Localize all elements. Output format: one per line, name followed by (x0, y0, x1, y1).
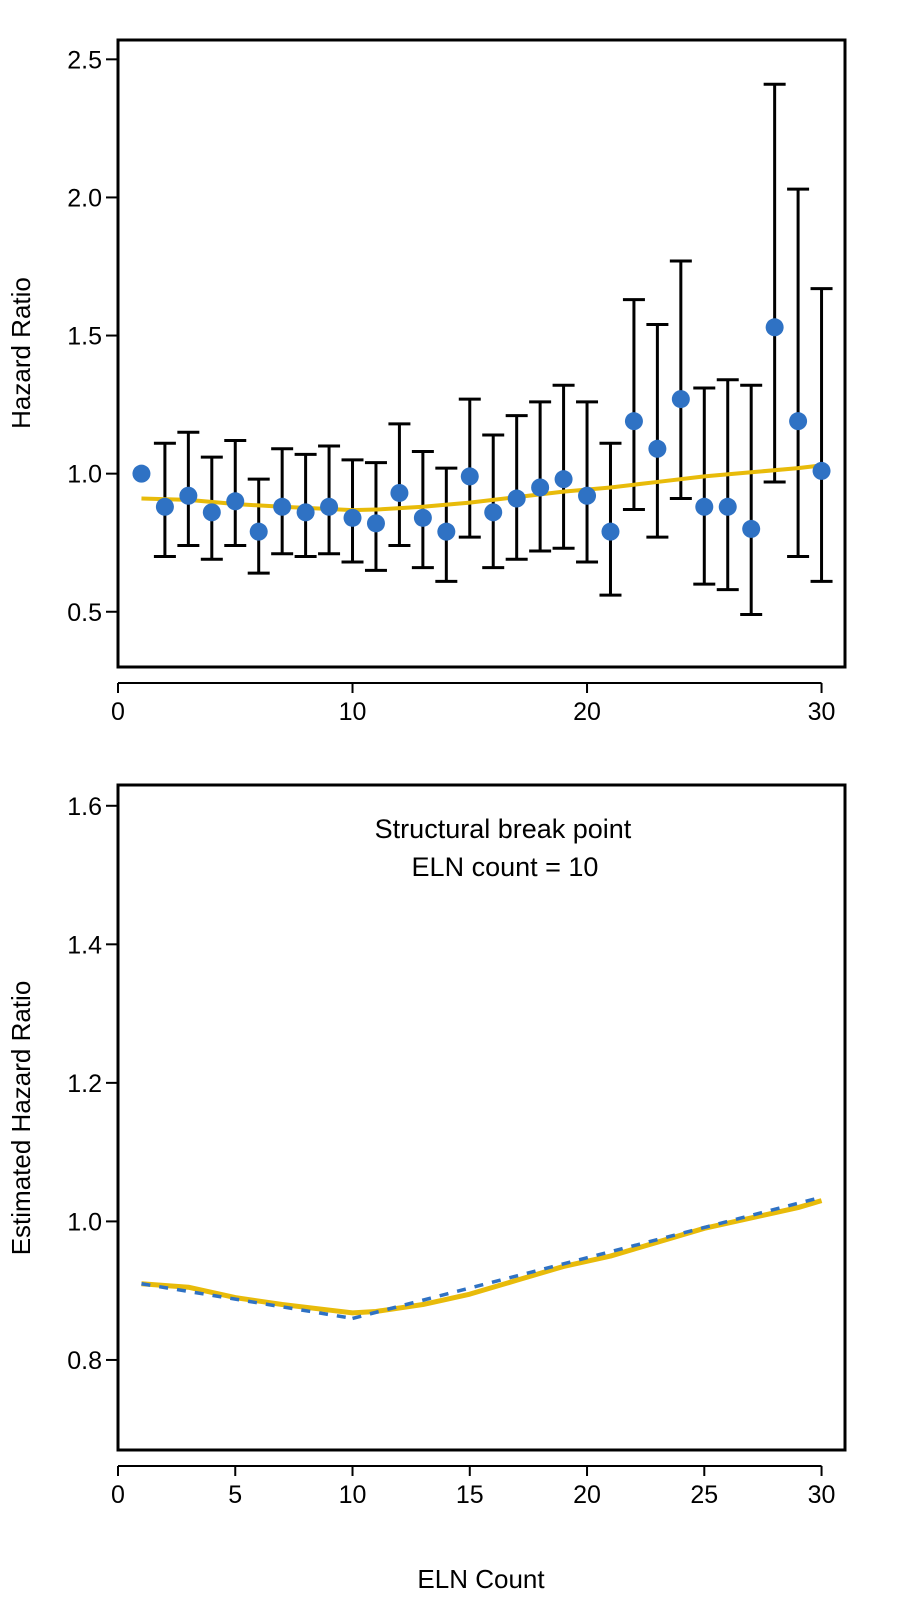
y-axis-title: Estimated Hazard Ratio (6, 981, 36, 1256)
data-point (789, 412, 808, 431)
smooth-line (141, 1198, 823, 1316)
error-bar (669, 259, 692, 501)
error-bar (505, 414, 528, 561)
x-tick-label: 0 (111, 698, 125, 726)
smooth-line-path (141, 1198, 823, 1316)
estimated-hazard-ratio-panel: 0.8 1.0 1.2 1.4 1.6 0 5 10 15 20 25 30 Estimated H… (6, 783, 847, 1594)
x-tick-label: 20 (573, 1481, 601, 1509)
data-point (695, 497, 714, 516)
x-tick-label: 10 (339, 1481, 367, 1509)
data-point (179, 486, 198, 505)
breakpoint-fit-line (141, 1195, 822, 1321)
data-point (390, 483, 409, 502)
data-point (671, 390, 690, 409)
data-point (484, 503, 503, 522)
data-point (413, 508, 432, 527)
y-axis: 0.5 1.0 1.5 2.0 2.5 (67, 46, 118, 627)
data-point (601, 522, 620, 541)
x-tick-label: 0 (111, 1481, 125, 1509)
x-tick-label: 30 (808, 698, 836, 726)
error-bar (622, 298, 645, 512)
error-bar (787, 187, 810, 559)
y-tick-label: 1.5 (67, 323, 102, 351)
data-point (343, 508, 362, 527)
y-axis: 0.8 1.0 1.2 1.4 1.6 (67, 793, 118, 1375)
data-point (554, 470, 573, 489)
x-tick-label: 30 (808, 1481, 836, 1509)
annotation-line-2: ELN count = 10 (412, 852, 599, 882)
trend-line-path (141, 463, 822, 513)
y-tick-label: 1.6 (67, 793, 102, 821)
error-bar (716, 378, 739, 592)
y-tick-label: 0.5 (67, 599, 102, 627)
x-tick-label: 15 (456, 1481, 484, 1509)
error-bar (646, 322, 669, 539)
dashed-segment (352, 1195, 822, 1321)
plot-frame (116, 783, 847, 1452)
data-point (742, 519, 761, 538)
y-axis-title: Hazard Ratio (6, 277, 36, 429)
data-point (437, 522, 456, 541)
error-bar (740, 383, 763, 617)
error-bar (599, 441, 622, 597)
x-axis: 0 10 20 30 (111, 682, 836, 726)
error-bar (763, 82, 786, 484)
y-tick-label: 0.8 (67, 1347, 102, 1375)
annotation-line-1: Structural break point (375, 814, 632, 844)
data-point (765, 318, 784, 337)
data-point (273, 497, 292, 516)
data-point (366, 514, 385, 533)
error-bar (552, 383, 575, 550)
y-tick-label: 1.4 (67, 931, 102, 959)
x-tick-label: 20 (573, 698, 601, 726)
x-axis-title: ELN Count (417, 1564, 545, 1594)
x-tick-label: 10 (339, 698, 367, 726)
data-point (296, 503, 315, 522)
data-point (624, 412, 643, 431)
trend-line (141, 463, 822, 513)
y-tick-label: 2.5 (67, 46, 102, 74)
plot-frame (116, 38, 847, 669)
data-point (249, 522, 268, 541)
data-point (507, 489, 526, 508)
x-tick-label: 25 (690, 1481, 718, 1509)
data-point (812, 461, 831, 480)
y-tick-label: 2.0 (67, 184, 102, 212)
data-point (155, 497, 174, 516)
error-bar (810, 287, 833, 583)
y-tick-label: 1.0 (67, 461, 102, 489)
error-bar (693, 386, 716, 586)
hazard-ratio-panel: 0.5 1.0 1.5 2.0 2.5 0 10 20 30 Hazard Ratio (6, 38, 847, 726)
x-axis: 0 5 10 15 20 25 30 (111, 1465, 836, 1509)
error-bar (529, 400, 552, 553)
data-point (531, 478, 550, 497)
data-points (132, 318, 831, 541)
error-bar (576, 400, 599, 564)
data-point (202, 503, 221, 522)
y-tick-label: 1.0 (67, 1208, 102, 1236)
data-point (226, 492, 245, 511)
x-tick-label: 5 (228, 1481, 242, 1509)
data-point (132, 464, 151, 483)
data-point (320, 497, 339, 516)
data-point (460, 467, 479, 486)
y-tick-label: 1.2 (67, 1070, 102, 1098)
data-point (718, 497, 737, 516)
data-point (648, 439, 667, 458)
data-point (578, 486, 597, 505)
